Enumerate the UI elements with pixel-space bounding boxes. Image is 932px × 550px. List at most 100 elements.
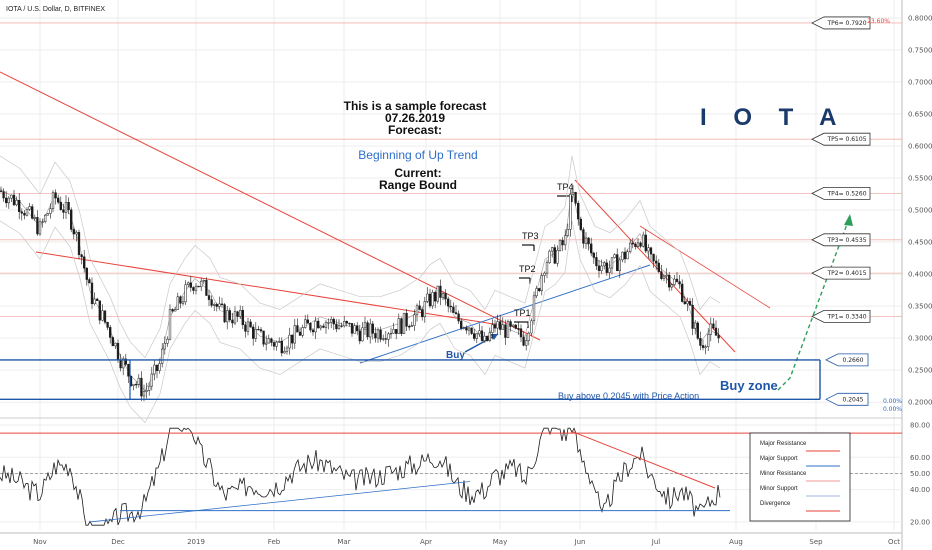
candle bbox=[629, 239, 632, 254]
candle bbox=[413, 309, 416, 331]
candle bbox=[467, 327, 471, 336]
candle bbox=[379, 326, 382, 343]
candle bbox=[67, 197, 70, 215]
candle bbox=[44, 214, 47, 224]
chart-title: IOTA / U.S. Dollar, D, BITFINEX bbox=[6, 6, 105, 13]
candle bbox=[189, 275, 192, 292]
candle bbox=[265, 335, 268, 351]
candle bbox=[283, 346, 286, 354]
candle bbox=[491, 319, 494, 340]
candle bbox=[384, 331, 387, 345]
candle bbox=[10, 194, 13, 202]
candle bbox=[402, 312, 406, 334]
candle bbox=[153, 360, 156, 381]
candle bbox=[540, 273, 543, 296]
candle bbox=[556, 245, 559, 267]
oscillator-line bbox=[0, 427, 721, 526]
candle bbox=[171, 308, 174, 313]
candle bbox=[41, 218, 44, 228]
candle bbox=[512, 324, 515, 329]
candle bbox=[38, 218, 42, 236]
candle bbox=[135, 381, 138, 389]
candle bbox=[72, 226, 75, 240]
candle bbox=[161, 343, 164, 368]
candle bbox=[478, 323, 481, 337]
candle bbox=[558, 239, 562, 252]
trend-line-2 bbox=[574, 179, 736, 353]
trend-line-0 bbox=[0, 71, 541, 341]
candle bbox=[397, 313, 400, 334]
forecast-value: Beginning of Up Trend bbox=[358, 148, 477, 162]
candle bbox=[59, 196, 62, 211]
candle bbox=[200, 277, 203, 292]
candle bbox=[317, 318, 320, 329]
tp3-chart-label: TP3 bbox=[522, 231, 539, 241]
current-value: Range Bound bbox=[379, 178, 457, 192]
candle bbox=[387, 332, 390, 347]
zero-label-bottom: 0.00% bbox=[883, 406, 902, 413]
candle bbox=[699, 331, 702, 351]
candle bbox=[205, 277, 208, 296]
x-tick-label: Jun bbox=[574, 538, 586, 546]
candle bbox=[127, 363, 130, 383]
y-tick-label: 0.7500 bbox=[908, 46, 932, 54]
fib-label: 23.60% bbox=[867, 18, 890, 25]
candle bbox=[25, 207, 29, 217]
candle bbox=[670, 283, 673, 291]
candle bbox=[361, 321, 364, 342]
trend-line-4 bbox=[359, 264, 651, 364]
candle bbox=[244, 321, 247, 338]
candle bbox=[174, 307, 177, 312]
candle bbox=[636, 238, 640, 248]
callout-tp3: TP3= 0.4535 bbox=[811, 233, 871, 247]
legend: Major Resistance Major Support Minor Resis… bbox=[749, 432, 851, 522]
target-lines bbox=[0, 22, 902, 317]
candle bbox=[176, 292, 179, 310]
candle bbox=[184, 280, 187, 305]
y-tick-label: 0.6000 bbox=[908, 142, 932, 150]
candle bbox=[517, 322, 520, 335]
buy-above-label: Buy above 0.2045 with Price Action bbox=[558, 391, 699, 401]
brand-logo-text: I O T A bbox=[700, 104, 846, 131]
osc-divergence bbox=[571, 430, 716, 489]
candle bbox=[600, 259, 603, 274]
candle bbox=[696, 321, 699, 341]
candle bbox=[309, 322, 312, 333]
candle bbox=[228, 307, 231, 323]
candle bbox=[408, 324, 411, 331]
candle bbox=[288, 327, 291, 355]
candle bbox=[7, 195, 10, 209]
candle bbox=[119, 353, 122, 372]
candle bbox=[254, 322, 257, 342]
candle bbox=[436, 285, 439, 304]
osc-y-tick-label: 80.00 bbox=[910, 422, 930, 430]
y-tick-label: 0.7000 bbox=[908, 78, 932, 86]
candle bbox=[31, 204, 34, 220]
candle bbox=[712, 317, 715, 330]
candle bbox=[33, 214, 36, 222]
candle bbox=[673, 275, 676, 287]
candle bbox=[142, 384, 146, 402]
candle bbox=[111, 336, 114, 347]
candle bbox=[457, 310, 460, 324]
candle bbox=[618, 257, 621, 279]
candle bbox=[85, 267, 88, 286]
candle bbox=[376, 327, 380, 343]
candle bbox=[239, 305, 242, 320]
candle bbox=[569, 189, 572, 237]
candle bbox=[707, 328, 710, 352]
candle bbox=[23, 209, 26, 220]
legend-entry: Divergence bbox=[760, 501, 791, 507]
candle bbox=[337, 319, 341, 330]
candle bbox=[694, 320, 697, 335]
candle bbox=[327, 318, 330, 330]
candle bbox=[548, 249, 551, 264]
candle bbox=[423, 296, 426, 323]
candle bbox=[194, 283, 198, 295]
candle bbox=[252, 324, 255, 346]
candle bbox=[566, 223, 569, 238]
callout-text: TP1= 0.3340 bbox=[826, 313, 866, 320]
osc-y-tick-label: 50.00 bbox=[910, 470, 930, 478]
candle bbox=[616, 248, 619, 272]
